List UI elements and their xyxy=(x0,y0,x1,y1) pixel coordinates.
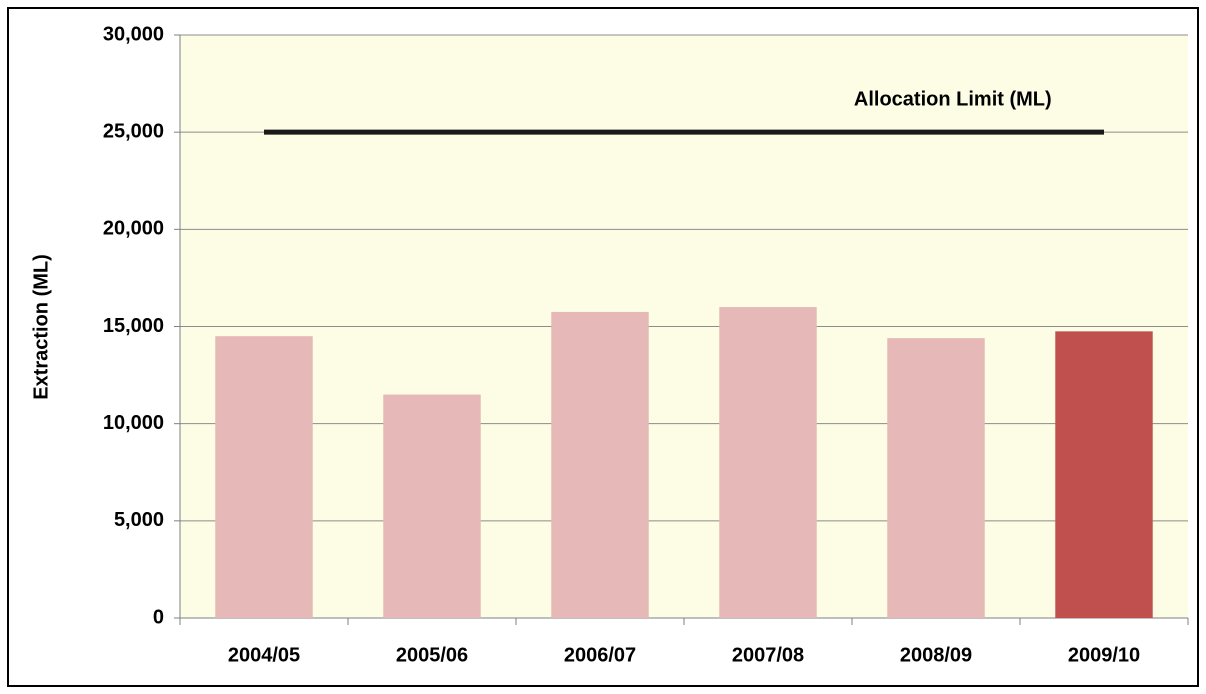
bar xyxy=(551,311,649,618)
y-tick-label: 25,000 xyxy=(103,120,164,142)
x-tick-label: 2004/05 xyxy=(228,644,300,666)
bar xyxy=(383,394,481,618)
x-tick-label: 2007/08 xyxy=(732,644,804,666)
line-label: Allocation Limit (ML) xyxy=(854,88,1052,110)
x-tick-label: 2008/09 xyxy=(900,644,972,666)
y-tick-label: 15,000 xyxy=(103,315,164,337)
y-tick-label: 10,000 xyxy=(103,412,164,434)
y-tick-label: 5,000 xyxy=(114,509,164,531)
bar xyxy=(719,307,817,618)
y-tick-label: 20,000 xyxy=(103,218,164,240)
y-axis-title: Extraction (ML) xyxy=(30,254,52,400)
x-tick-label: 2009/10 xyxy=(1068,644,1140,666)
y-tick-label: 30,000 xyxy=(103,23,164,45)
bar xyxy=(215,336,313,618)
x-tick-label: 2005/06 xyxy=(396,644,468,666)
y-tick-label: 0 xyxy=(153,606,164,628)
x-tick-label: 2006/07 xyxy=(564,644,636,666)
bar xyxy=(887,338,985,618)
bar xyxy=(1055,331,1153,618)
